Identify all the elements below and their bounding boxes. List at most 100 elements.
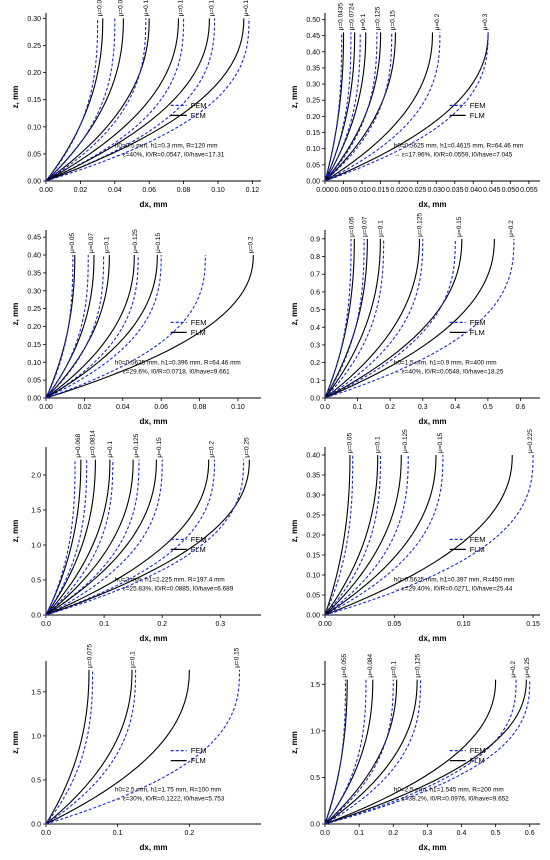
- y-tick-label: 0.10: [306, 146, 320, 153]
- y-tick-label: 0.7: [310, 272, 320, 279]
- x-ticks: 0.0 0.1 0.2 0.3: [41, 615, 225, 628]
- fem-curve: [324, 238, 424, 399]
- x-tick-label: 0.4: [457, 830, 467, 837]
- mu-label: μ=0.125: [178, 0, 185, 16]
- x-tick-label: 0.10: [231, 404, 245, 411]
- parameters-text: h0=0.5 mm, h1=0.3 mm, R=120 mm: [115, 142, 218, 149]
- x-tick-label: 0.6: [516, 404, 526, 411]
- mu-label: μ=0.15: [437, 432, 444, 453]
- y-tick-label: 1.0: [31, 543, 41, 550]
- flm-curve: [45, 18, 210, 182]
- flm-curve: [324, 454, 402, 616]
- y-tick-label: 0.20: [306, 114, 320, 121]
- x-axis-label: dx, mm: [139, 417, 167, 426]
- y-tick-label: 0.45: [27, 235, 41, 242]
- legend-fem-label: FEM: [470, 535, 486, 544]
- fem-curve: [324, 238, 515, 399]
- fem-curve: [45, 459, 216, 616]
- fem-curve: [324, 238, 365, 399]
- flm-curve: [45, 18, 150, 182]
- flm-curve: [324, 454, 437, 616]
- fem-curve: [45, 18, 185, 182]
- parameters-text: h0=0.5625 mm, h1=0.4615 mm, R=64.46 mm: [394, 142, 523, 149]
- mu-label: μ=0.15: [456, 216, 463, 237]
- y-tick-label: 0.5: [310, 307, 320, 314]
- x-tick-label: 0.2: [157, 621, 167, 628]
- mu-label: μ=0.125: [417, 213, 424, 237]
- y-tick-label: 0.35: [306, 65, 320, 72]
- legend-flm-label: FLM: [191, 328, 206, 337]
- parameters-text: → ε=40%, l0/R=0.0547, l0/have=17.31: [115, 151, 225, 158]
- y-ticks: 0.0 0.5 1.0 1.5: [310, 682, 325, 829]
- chart-panel-7: 0.0 0.1 0.2 0.0 0.5 1.0 1.5 dx, mm z, mm μ=0.075 μ…: [8, 644, 273, 858]
- y-tick-label: 0.00: [306, 613, 320, 620]
- x-tick-label: 0.2: [184, 830, 194, 837]
- fem-curve: [324, 454, 444, 616]
- x-tick-label: 0.15: [526, 621, 540, 628]
- flm-curve: [45, 459, 250, 616]
- legend-flm-label: FLM: [470, 328, 485, 337]
- parameters-text: → ε=38.2%, l0/R=0.0976, l0/have=9.652: [394, 795, 509, 802]
- x-tick-label: 0.1: [354, 830, 364, 837]
- flm-curve: [324, 32, 396, 182]
- x-tick-label: 0.5: [491, 830, 501, 837]
- chart-panel-6: 0.00 0.05 0.10 0.15 0.00 0.05 0.10 0.15 0.20 0.25…: [287, 429, 550, 649]
- x-tick-label: 0.1: [113, 830, 123, 837]
- parameters-text: → ε=30%, l0/R=0.1222, l0/have=5.753: [115, 795, 225, 802]
- mu-label: μ=0.075: [117, 0, 124, 16]
- chart-panel-2: 0.000 0.005 0.010 0.015 0.020 0.025 0.030 0.035…: [287, 3, 550, 215]
- y-tick-label: 0.00: [306, 179, 320, 186]
- flm-curve: [45, 459, 157, 616]
- flm-curve: [324, 32, 367, 182]
- y-tick-label: 0.05: [27, 151, 41, 158]
- y-tick-label: 0.15: [306, 130, 320, 137]
- legend-fem-label: FEM: [191, 101, 207, 110]
- x-tick-label: 0.04: [116, 404, 130, 411]
- x-axis-label: dx, mm: [418, 843, 446, 852]
- x-axis-label: dx, mm: [418, 417, 446, 426]
- fem-curve: [45, 255, 89, 399]
- y-axis-label: z, mm: [11, 520, 20, 543]
- x-tick-label: 0.06: [154, 404, 168, 411]
- x-axis-label: dx, mm: [139, 843, 167, 852]
- x-tick-label: 0.0: [320, 830, 330, 837]
- y-tick-label: 0.5: [31, 777, 41, 784]
- parameters-text: → ε=29.6%, l0/R=0.0718, l0/have=9.661: [115, 368, 230, 375]
- legend-flm-label: FLM: [470, 545, 485, 554]
- x-tick-label: 0.10: [457, 621, 471, 628]
- fem-curve: [45, 459, 88, 616]
- fem-curve: [324, 32, 361, 182]
- flm-curve: [324, 679, 497, 825]
- x-tick-label: 0.050: [502, 187, 520, 194]
- x-tick-label: 0.10: [211, 187, 225, 194]
- y-ticks: 0.00 0.05 0.10 0.15 0.20 0.25 0.30: [27, 16, 46, 186]
- fem-curve: [45, 18, 216, 182]
- fem-curve: [45, 18, 116, 182]
- mu-label: μ=0.125: [132, 229, 139, 253]
- y-tick-label: 0.40: [27, 253, 41, 260]
- chart-panel-8: 0.0 0.1 0.2 0.3 0.4 0.5 0.6 0.0 0.5 1.0 1.5 dx, mm z…: [287, 653, 550, 858]
- flm-curve: [324, 238, 495, 399]
- fem-curve: [45, 255, 105, 399]
- y-tick-label: 0.05: [27, 378, 41, 385]
- y-tick-label: 0.40: [306, 49, 320, 56]
- fem-curve: [45, 255, 206, 399]
- mu-label: μ=0.3: [482, 13, 489, 30]
- x-tick-label: 0.6: [525, 830, 535, 837]
- x-ticks: 0.0 0.1 0.2 0.3 0.4 0.5 0.6: [320, 398, 525, 411]
- fem-curve: [324, 679, 347, 825]
- flm-curve: [324, 32, 489, 182]
- flm-curve: [45, 18, 245, 182]
- fem-curve: [324, 32, 352, 182]
- parameters-text: h0=1.5 mm, h1=0.9 mm, R=400 mm: [394, 359, 497, 366]
- flm-curve: [45, 459, 111, 616]
- y-tick-label: 0.0: [31, 822, 41, 829]
- x-tick-label: 0.0: [41, 621, 51, 628]
- flm-curve: [324, 238, 463, 399]
- y-tick-label: 0.25: [306, 98, 320, 105]
- x-tick-label: 0.020: [390, 187, 408, 194]
- mu-label: μ=0.068: [75, 433, 82, 457]
- y-axis-label: z, mm: [290, 731, 299, 754]
- x-tick-label: 0.055: [520, 187, 538, 194]
